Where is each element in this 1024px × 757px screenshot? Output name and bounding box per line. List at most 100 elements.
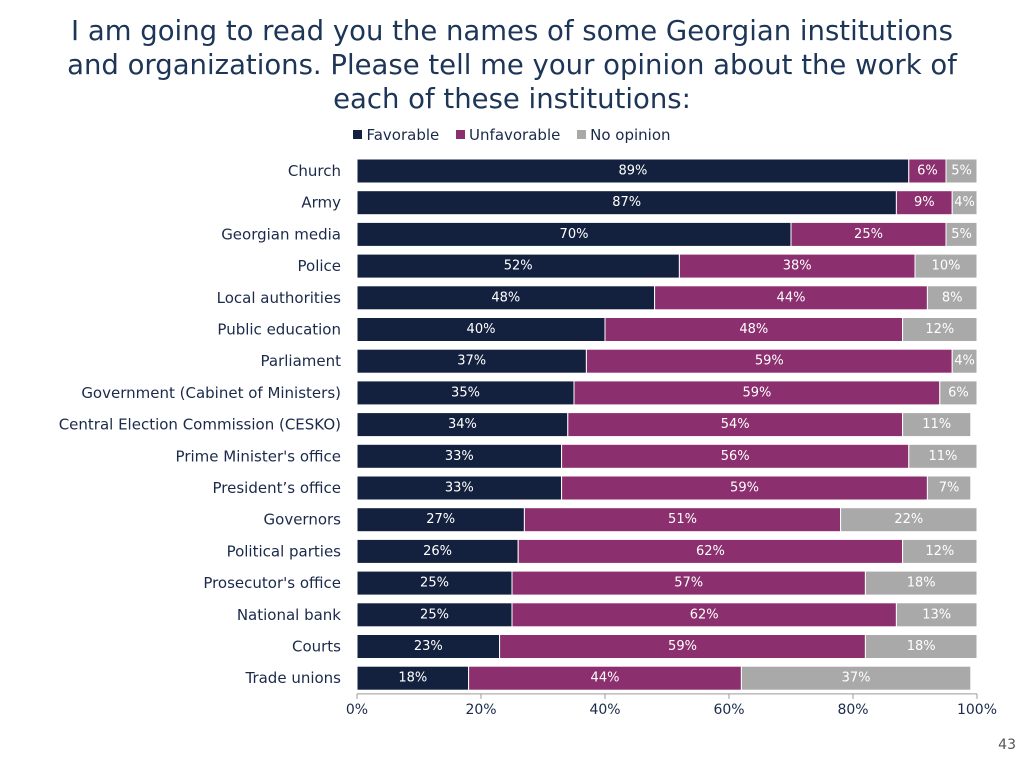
bar-segment-favorable: [356, 443, 563, 469]
bar-segment-no-opinion: [864, 570, 978, 596]
category-label: Central Election Commission (CESKO): [59, 416, 341, 434]
data-label-unfavorable: 25%: [854, 227, 883, 242]
x-tick-label: 20%: [465, 702, 496, 718]
x-tick-label: 60%: [713, 702, 744, 718]
category-label: Church: [288, 162, 341, 180]
data-label-no-opinion: 13%: [922, 607, 951, 622]
data-label-favorable: 48%: [491, 290, 520, 305]
data-label-favorable: 18%: [398, 671, 427, 686]
bar-segment-no-opinion: [864, 634, 978, 659]
data-label-unfavorable: 44%: [777, 290, 806, 305]
data-label-no-opinion: 5%: [951, 164, 972, 179]
data-label-favorable: 87%: [612, 195, 641, 210]
legend-swatch-favorable: [353, 130, 363, 139]
bar-segment-no-opinion: [902, 317, 978, 342]
bar-segment-no-opinion: [914, 253, 978, 279]
bar-segment-favorable: [356, 348, 587, 374]
data-label-unfavorable: 59%: [730, 481, 759, 496]
data-label-no-opinion: 6%: [948, 385, 969, 400]
data-label-unfavorable: 48%: [739, 322, 768, 337]
data-label-unfavorable: 9%: [914, 195, 935, 210]
bar-segment-unfavorable: [573, 380, 941, 406]
bar-segment-favorable: [356, 158, 910, 184]
data-label-favorable: 70%: [560, 227, 589, 242]
bar-segment-unfavorable: [499, 634, 866, 659]
bar-segment-unfavorable: [895, 190, 953, 216]
data-label-unfavorable: 38%: [783, 259, 812, 274]
bar-segment-no-opinion: [895, 602, 978, 628]
bar-segment-favorable: [356, 190, 897, 216]
data-label-unfavorable: 51%: [668, 512, 697, 527]
x-tick-label: 40%: [589, 702, 620, 718]
data-label-no-opinion: 22%: [894, 512, 923, 527]
bar-segment-no-opinion: [945, 158, 978, 184]
data-label-unfavorable: 57%: [674, 576, 703, 591]
bar-segment-unfavorable: [517, 538, 904, 564]
bar-segment-unfavorable: [468, 665, 742, 691]
category-label: Public education: [217, 321, 341, 339]
bar-segment-no-opinion: [902, 412, 972, 438]
bar-segment-unfavorable: [604, 317, 904, 342]
data-label-unfavorable: 59%: [668, 639, 697, 654]
data-label-unfavorable: 62%: [696, 544, 725, 559]
bar-segment-no-opinion: [951, 348, 978, 374]
page-number: 43: [998, 737, 1016, 753]
category-label: Trade unions: [244, 669, 341, 687]
data-label-no-opinion: 4%: [954, 195, 975, 210]
data-label-favorable: 23%: [414, 639, 443, 654]
data-label-favorable: 35%: [451, 385, 480, 400]
data-label-unfavorable: 54%: [721, 417, 750, 432]
data-label-no-opinion: 11%: [928, 449, 957, 464]
data-label-no-opinion: 11%: [922, 417, 951, 432]
slide-title-line: each of these institutions:: [333, 83, 691, 115]
category-label: Prosecutor's office: [203, 574, 341, 592]
legend-item-no-opinion: No opinion: [577, 126, 671, 144]
legend-swatch-unfavorable: [456, 130, 466, 139]
data-label-no-opinion: 10%: [932, 259, 961, 274]
slide-title: I am going to read you the names of some…: [0, 14, 1024, 116]
data-label-favorable: 37%: [457, 354, 486, 369]
bar-segment-unfavorable: [790, 221, 947, 247]
data-label-no-opinion: 12%: [925, 322, 954, 337]
slide-title-line: I am going to read you the names of some…: [71, 15, 953, 47]
x-tick-label: 0%: [346, 702, 368, 718]
legend-label-favorable: Favorable: [366, 126, 440, 144]
bar-segment-unfavorable: [678, 253, 916, 279]
category-label: Parliament: [261, 352, 342, 370]
bar-segment-favorable: [356, 602, 513, 628]
category-label: Courts: [292, 638, 341, 656]
legend-item-unfavorable: Unfavorable: [456, 126, 560, 144]
bar-segment-unfavorable: [523, 507, 842, 533]
data-label-no-opinion: 5%: [951, 227, 972, 242]
category-label: Prime Minister's office: [176, 447, 341, 465]
legend-item-favorable: Favorable: [353, 126, 439, 144]
data-label-favorable: 27%: [426, 512, 455, 527]
category-label: Political parties: [227, 542, 342, 560]
category-label: Police: [298, 257, 342, 275]
data-label-no-opinion: 8%: [942, 290, 963, 305]
data-label-favorable: 89%: [618, 164, 647, 179]
data-label-favorable: 33%: [445, 481, 474, 496]
data-label-favorable: 25%: [420, 607, 449, 622]
data-label-no-opinion: 7%: [939, 481, 960, 496]
bar-segment-no-opinion: [908, 443, 978, 469]
bar-segment-favorable: [356, 538, 519, 564]
data-label-favorable: 52%: [504, 259, 533, 274]
category-label: Governors: [264, 511, 342, 529]
slide-title-line: and organizations. Please tell me your o…: [67, 49, 957, 81]
bar-segment-no-opinion: [840, 507, 978, 533]
data-label-no-opinion: 4%: [954, 354, 975, 369]
bar-segment-favorable: [356, 285, 656, 311]
chart-legend: Favorable Unfavorable No opinion: [0, 126, 1024, 144]
legend-swatch-no-opinion: [577, 130, 587, 139]
category-label: Government (Cabinet of Ministers): [81, 384, 341, 402]
data-label-no-opinion: 37%: [842, 671, 871, 686]
category-label: President’s office: [213, 479, 341, 497]
bar-segment-no-opinion: [939, 380, 978, 406]
legend-label-unfavorable: Unfavorable: [469, 126, 561, 144]
data-label-unfavorable: 56%: [721, 449, 750, 464]
data-label-unfavorable: 62%: [690, 607, 719, 622]
bar-segment-unfavorable: [561, 443, 910, 469]
x-tick-label: 100%: [957, 702, 997, 718]
